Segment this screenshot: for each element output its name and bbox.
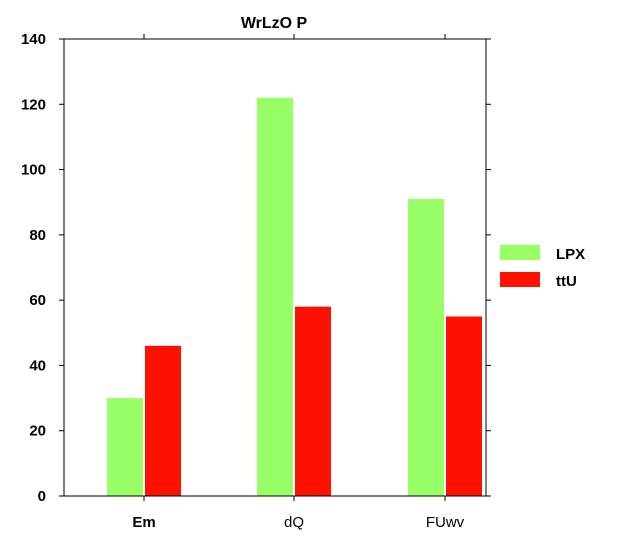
bar-ttU-Em bbox=[145, 345, 181, 496]
legend-swatch-ttU bbox=[500, 272, 540, 287]
axes-group: 0 20 40 60 80 100 120 140 Em dQ FUwv bbox=[21, 31, 491, 531]
chart-title: WrLzO P bbox=[241, 15, 308, 32]
ytick-label: 60 bbox=[29, 292, 46, 309]
legend-label-ttU: ttU bbox=[556, 273, 577, 290]
legend: LPX ttU bbox=[500, 245, 585, 290]
legend-swatch-LPX bbox=[500, 245, 540, 260]
bar-LPX-FUwv bbox=[408, 198, 444, 496]
ytick-label: 100 bbox=[21, 162, 46, 179]
xtick-label: dQ bbox=[284, 514, 304, 531]
ytick-label: 120 bbox=[21, 96, 46, 113]
ytick-label: 80 bbox=[29, 227, 46, 244]
ytick-label: 20 bbox=[29, 423, 46, 440]
bar-ttU-dQ bbox=[295, 306, 331, 496]
bar-LPX-Em bbox=[107, 398, 143, 496]
xtick-label: Em bbox=[132, 514, 155, 531]
legend-label-LPX: LPX bbox=[556, 246, 585, 263]
bar-LPX-dQ bbox=[257, 97, 293, 496]
ytick-label: 0 bbox=[38, 488, 46, 505]
ytick-label: 140 bbox=[21, 31, 46, 48]
xtick-label: FUwv bbox=[426, 514, 465, 531]
bar-ttU-FUwv bbox=[446, 316, 482, 496]
plot-frame bbox=[63, 38, 487, 497]
ytick-label: 40 bbox=[29, 357, 46, 374]
bars-group bbox=[107, 97, 482, 496]
